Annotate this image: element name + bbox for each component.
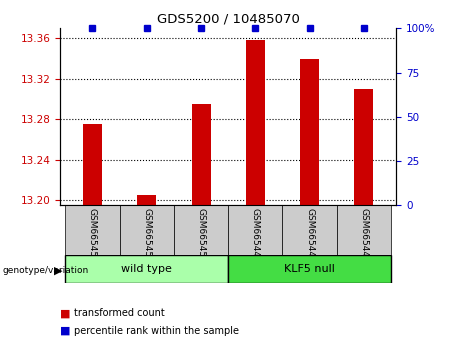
Text: wild type: wild type <box>121 264 172 274</box>
Bar <box>300 59 319 205</box>
Bar <box>65 205 120 255</box>
Text: GSM665449: GSM665449 <box>360 208 368 263</box>
Text: genotype/variation: genotype/variation <box>2 266 89 275</box>
Text: ▶: ▶ <box>54 266 63 276</box>
Text: GSM665453: GSM665453 <box>142 208 151 263</box>
Title: GDS5200 / 10485070: GDS5200 / 10485070 <box>157 13 300 26</box>
Bar <box>120 205 174 255</box>
Text: GSM665454: GSM665454 <box>196 208 206 263</box>
Bar <box>355 89 373 205</box>
Bar <box>192 104 211 205</box>
Bar <box>174 205 228 255</box>
Text: transformed count: transformed count <box>74 308 165 318</box>
Text: ■: ■ <box>60 326 71 336</box>
Bar <box>83 124 102 205</box>
Text: percentile rank within the sample: percentile rank within the sample <box>74 326 239 336</box>
Bar <box>228 205 283 255</box>
Bar <box>65 255 228 283</box>
Text: GSM665446: GSM665446 <box>251 208 260 263</box>
Bar <box>283 205 337 255</box>
Text: KLF5 null: KLF5 null <box>284 264 335 274</box>
Text: ■: ■ <box>60 308 71 318</box>
Text: GSM665448: GSM665448 <box>305 208 314 263</box>
Bar <box>246 40 265 205</box>
Bar <box>137 195 156 205</box>
Text: GSM665451: GSM665451 <box>88 208 97 263</box>
Bar <box>337 205 391 255</box>
Bar <box>228 255 391 283</box>
